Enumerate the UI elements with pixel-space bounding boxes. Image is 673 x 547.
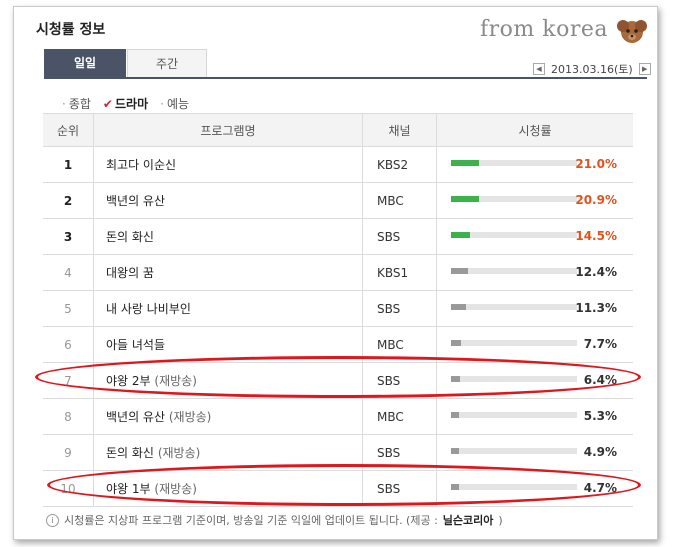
table-header-row: 순위 프로그램명 채널 시청률 (43, 113, 633, 147)
caret-right-icon[interactable]: ▶ (638, 63, 651, 75)
filter-variety[interactable]: · 예능 (160, 97, 190, 111)
rating-bar-track (451, 232, 577, 238)
rating-value: 20.9% (575, 193, 617, 207)
channel-cell: SBS (362, 290, 437, 327)
program-name[interactable]: 돈의 화신 (106, 446, 154, 460)
rank-cell: 8 (43, 398, 94, 435)
rank-cell: 2 (43, 182, 94, 219)
rank-cell: 4 (43, 254, 94, 291)
rating-bar-track (451, 340, 577, 346)
footer-note: i 시청률은 지상파 프로그램 기준이며, 방송일 기준 익일에 업데이트 됩니… (46, 512, 503, 528)
rating-bar-track (451, 196, 577, 202)
page-title: 시청률 정보 (36, 22, 106, 38)
rating-cell: 5.3% (436, 398, 633, 435)
rating-bar-track (451, 304, 577, 310)
rating-bar-fill (451, 304, 466, 310)
rank-cell: 1 (43, 146, 94, 183)
ratings-table: 순위 프로그램명 채널 시청률 1 최고다 이순신 KBS2 21.0% 2 백년의 유… (43, 113, 633, 507)
check-icon: ✔ (102, 97, 113, 111)
rating-bar-fill (451, 268, 468, 274)
rating-value: 21.0% (575, 157, 617, 171)
rating-value: 11.3% (575, 301, 617, 315)
col-program: 프로그램명 (93, 113, 363, 147)
channel-cell: KBS2 (362, 146, 437, 183)
rating-cell: 20.9% (436, 182, 633, 219)
program-name[interactable]: 내 사랑 나비부인 (106, 302, 191, 316)
rerun-label: (재방송) (168, 410, 212, 424)
rank-cell: 9 (43, 434, 94, 471)
rerun-label: (재방송) (157, 446, 201, 460)
highlight-circle-rank-7 (35, 356, 641, 398)
rating-value: 4.9% (583, 445, 617, 459)
footer-close: ) (498, 513, 503, 527)
rating-bar-track (451, 448, 577, 454)
rating-bar-fill (451, 340, 461, 346)
rating-cell: 12.4% (436, 254, 633, 291)
puppy-icon (617, 20, 647, 43)
footer-text: 시청률은 지상파 프로그램 기준이며, 방송일 기준 익일에 업데이트 됩니다.… (64, 514, 438, 527)
table-row[interactable]: 5 내 사랑 나비부인 SBS 11.3% (43, 290, 633, 327)
rank-cell: 3 (43, 218, 94, 255)
rating-bar-track (451, 160, 577, 166)
rating-value: 5.3% (583, 409, 617, 423)
info-icon: i (46, 513, 59, 527)
program-name[interactable]: 최고다 이순신 (106, 158, 177, 172)
rating-cell: 21.0% (436, 146, 633, 183)
table-row[interactable]: 4 대왕의 꿈 KBS1 12.4% (43, 254, 633, 291)
rating-bar-track (451, 268, 577, 274)
tab-daily[interactable]: 일일 (44, 49, 126, 77)
tab-underline (44, 77, 647, 79)
rating-value: 14.5% (575, 229, 617, 243)
rank-cell: 5 (43, 290, 94, 327)
program-cell[interactable]: 대왕의 꿈 (93, 254, 363, 291)
channel-cell: SBS (362, 218, 437, 255)
rating-bar-fill (451, 448, 459, 454)
program-cell[interactable]: 돈의 화신 (93, 218, 363, 255)
filter-all[interactable]: · 종합 (62, 97, 91, 111)
rating-cell: 11.3% (436, 290, 633, 327)
rating-bar-fill (451, 412, 459, 418)
col-rank: 순위 (43, 113, 94, 147)
filter-drama[interactable]: ✔ 드라마 (102, 97, 149, 111)
genre-filters: · 종합 ✔ 드라마 · 예능 (62, 95, 189, 112)
col-channel: 채널 (362, 113, 437, 147)
source-link[interactable]: 닐슨코리아 (442, 514, 494, 527)
col-rating: 시청률 (436, 113, 633, 147)
table-row[interactable]: 1 최고다 이순신 KBS2 21.0% (43, 146, 633, 183)
program-cell[interactable]: 내 사랑 나비부인 (93, 290, 363, 327)
rating-cell: 14.5% (436, 218, 633, 255)
highlight-circle-rank-10 (47, 464, 641, 506)
caret-left-icon[interactable]: ◀ (533, 63, 545, 75)
table-row[interactable]: 8 백년의 유산 (재방송) MBC 5.3% (43, 398, 633, 435)
rating-value: 12.4% (575, 265, 617, 279)
rating-value: 7.7% (583, 337, 617, 351)
rank-cell: 6 (43, 326, 94, 363)
rating-bar-fill (451, 160, 479, 166)
rating-bar-fill (451, 232, 470, 238)
table-row[interactable]: 2 백년의 유산 MBC 20.9% (43, 182, 633, 219)
program-cell[interactable]: 백년의 유산 (재방송) (93, 398, 363, 435)
date-navigator: ◀ 2013.03.16(토) ▶ (533, 61, 651, 77)
rating-bar-track (451, 412, 577, 418)
program-cell[interactable]: 최고다 이순신 (93, 146, 363, 183)
watermark: from korea (480, 17, 608, 42)
rating-bar-fill (451, 196, 479, 202)
program-name[interactable]: 아들 녀석들 (106, 338, 166, 352)
program-name[interactable]: 백년의 유산 (106, 194, 166, 208)
channel-cell: MBC (362, 182, 437, 219)
program-name[interactable]: 백년의 유산 (106, 410, 166, 424)
table-row[interactable]: 3 돈의 화신 SBS 14.5% (43, 218, 633, 255)
program-cell[interactable]: 백년의 유산 (93, 182, 363, 219)
channel-cell: MBC (362, 398, 437, 435)
program-name[interactable]: 대왕의 꿈 (106, 266, 154, 280)
tab-weekly[interactable]: 주간 (127, 49, 207, 77)
program-name[interactable]: 돈의 화신 (106, 230, 154, 244)
channel-cell: KBS1 (362, 254, 437, 291)
date-label: 2013.03.16(토) (551, 63, 633, 76)
